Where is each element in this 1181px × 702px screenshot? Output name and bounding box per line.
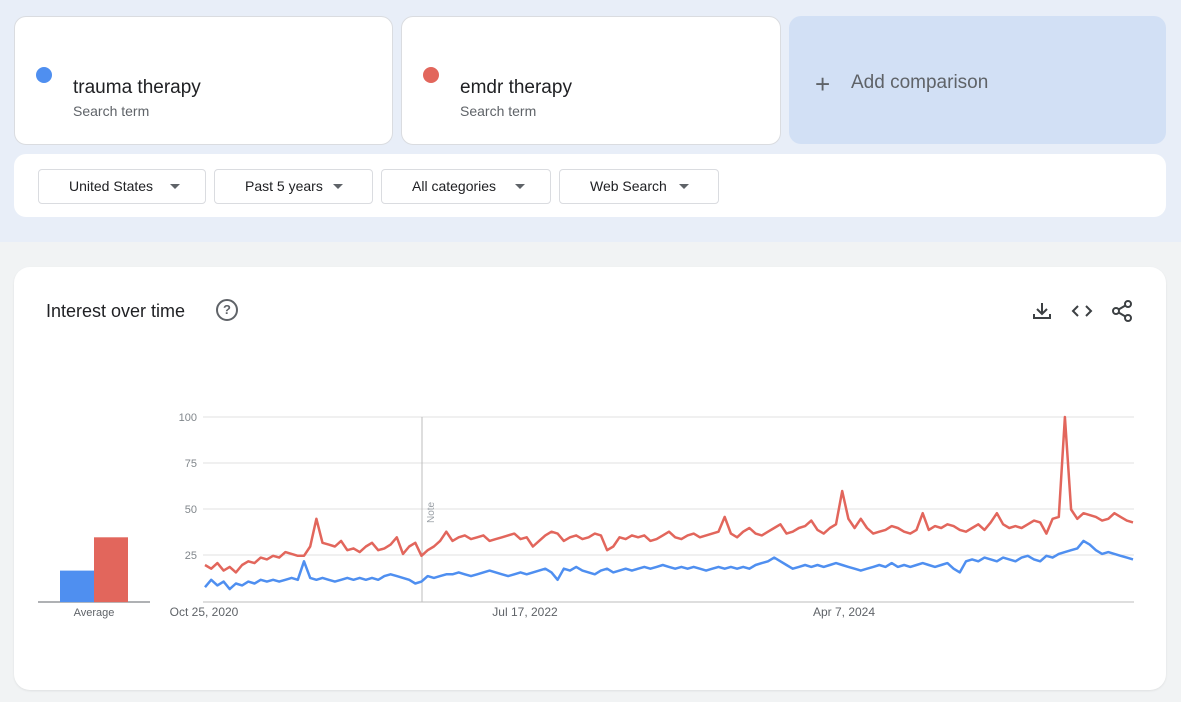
average-bar-trauma-therapy bbox=[60, 570, 94, 603]
term-card-emdr-therapy[interactable]: emdr therapy Search term bbox=[401, 16, 781, 145]
y-tick-label: 100 bbox=[179, 412, 197, 424]
add-comparison-label: Add comparison bbox=[851, 72, 989, 93]
term-name[interactable]: emdr therapy bbox=[460, 77, 572, 98]
term-name[interactable]: trauma therapy bbox=[73, 77, 201, 98]
y-tick-label: 25 bbox=[185, 550, 197, 562]
series-color-dot bbox=[423, 67, 439, 83]
y-tick-label: 75 bbox=[185, 458, 197, 470]
category-dropdown[interactable]: All categories bbox=[381, 169, 551, 204]
panel-title: Interest over time bbox=[46, 301, 186, 321]
term-card-trauma-therapy[interactable]: trauma therapy Search term bbox=[14, 16, 393, 145]
add-comparison-button[interactable]: + Add comparison bbox=[789, 16, 1166, 144]
caret-down-icon bbox=[170, 184, 180, 189]
search-type-dropdown[interactable]: Web Search bbox=[559, 169, 719, 204]
average-bar-emdr-therapy bbox=[94, 537, 128, 603]
note-marker-label[interactable]: Note bbox=[426, 501, 437, 523]
series-line-trauma-therapy[interactable] bbox=[204, 539, 1134, 591]
search-type-value: Web Search bbox=[590, 178, 667, 194]
help-icon[interactable]: ? bbox=[216, 299, 238, 321]
time-range-dropdown[interactable]: Past 5 years bbox=[214, 169, 373, 204]
plus-icon: + bbox=[815, 69, 831, 99]
caret-down-icon bbox=[515, 184, 525, 189]
share-icon[interactable] bbox=[1110, 299, 1134, 323]
x-tick-label: Jul 17, 2022 bbox=[492, 605, 558, 619]
term-type: Search term bbox=[460, 103, 537, 119]
x-tick-label: Apr 7, 2024 bbox=[813, 605, 875, 619]
filter-bar: United States Past 5 years All categorie… bbox=[14, 154, 1166, 217]
y-tick-label: 50 bbox=[185, 504, 197, 516]
grid-lines bbox=[203, 416, 1134, 603]
time-range-value: Past 5 years bbox=[245, 178, 323, 194]
x-tick-label: Oct 25, 2020 bbox=[170, 605, 239, 619]
caret-down-icon bbox=[679, 184, 689, 189]
embed-icon[interactable] bbox=[1070, 299, 1094, 323]
caret-down-icon bbox=[333, 184, 343, 189]
region-value: United States bbox=[69, 178, 154, 194]
interest-over-time-panel: Interest over time ? 100 75 50 25 Note O… bbox=[14, 267, 1166, 690]
series-color-dot bbox=[36, 67, 52, 83]
term-type: Search term bbox=[73, 103, 150, 119]
series-line-emdr-therapy[interactable] bbox=[204, 415, 1134, 574]
interest-chart: 100 75 50 25 Note Oct 25, 2020 Jul 17, 2… bbox=[38, 412, 1134, 619]
average-label: Average bbox=[74, 607, 115, 619]
category-value: All categories bbox=[412, 178, 497, 194]
region-dropdown[interactable]: United States bbox=[38, 169, 206, 204]
download-icon[interactable] bbox=[1030, 299, 1054, 323]
